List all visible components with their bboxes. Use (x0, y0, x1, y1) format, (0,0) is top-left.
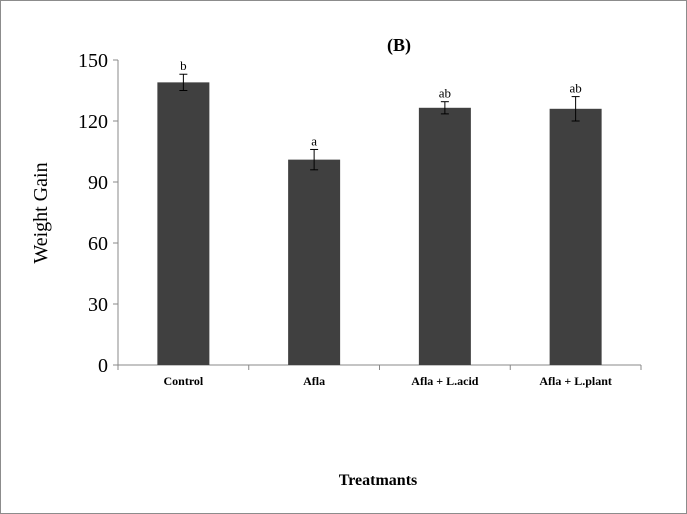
bar (418, 107, 471, 366)
significance-letter: ab (439, 86, 451, 101)
category-label: Afla + L.plant (539, 374, 612, 388)
y-tick-label: 120 (78, 111, 108, 133)
chart-title: (B) (387, 35, 411, 56)
y-tick-label: 0 (98, 355, 108, 377)
y-tick-label: 30 (88, 294, 108, 316)
category-label: Control (163, 374, 203, 388)
bar (549, 108, 602, 366)
y-tick-label: 60 (88, 233, 108, 255)
y-tick-label: 150 (78, 50, 108, 72)
significance-letter: b (180, 58, 187, 73)
bar (288, 159, 341, 365)
bars: b Control a Afla ab Afla + L.acid ab Afla + L.p… (157, 58, 612, 388)
significance-letter: a (311, 133, 317, 148)
bar (157, 82, 210, 365)
significance-letter: ab (569, 81, 581, 96)
category-label: Afla (303, 374, 325, 388)
x-axis-label: Treatmants (339, 472, 418, 489)
y-axis-label: Weight Gain (30, 162, 52, 263)
category-label: Afla + L.acid (411, 374, 478, 388)
axes: 0 30 60 90 120 150 (78, 50, 642, 377)
y-tick-label: 90 (88, 172, 108, 194)
